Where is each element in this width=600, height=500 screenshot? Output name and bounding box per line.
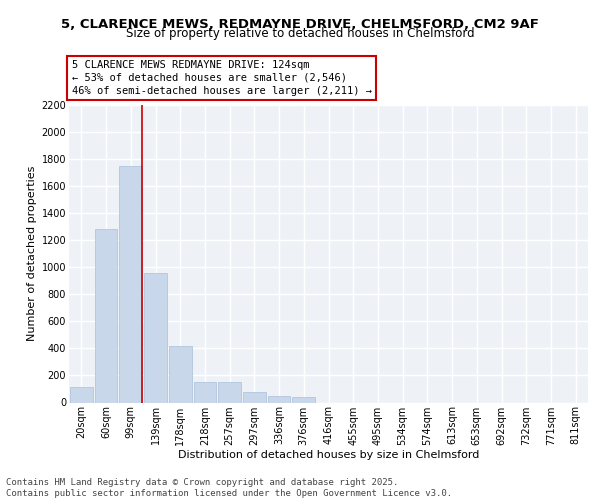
- Text: Size of property relative to detached houses in Chelmsford: Size of property relative to detached ho…: [125, 28, 475, 40]
- Bar: [292, 397, 315, 402]
- Bar: [243, 392, 266, 402]
- Text: 5 CLARENCE MEWS REDMAYNE DRIVE: 124sqm
← 53% of detached houses are smaller (2,5: 5 CLARENCE MEWS REDMAYNE DRIVE: 124sqm ←…: [71, 60, 371, 96]
- Bar: [194, 382, 216, 402]
- Bar: [144, 272, 167, 402]
- Bar: [95, 228, 118, 402]
- Bar: [268, 396, 290, 402]
- Bar: [70, 387, 93, 402]
- Bar: [119, 166, 142, 402]
- Text: Contains HM Land Registry data © Crown copyright and database right 2025.
Contai: Contains HM Land Registry data © Crown c…: [6, 478, 452, 498]
- Bar: [169, 346, 191, 403]
- X-axis label: Distribution of detached houses by size in Chelmsford: Distribution of detached houses by size …: [178, 450, 479, 460]
- Bar: [218, 382, 241, 402]
- Y-axis label: Number of detached properties: Number of detached properties: [28, 166, 37, 342]
- Text: 5, CLARENCE MEWS, REDMAYNE DRIVE, CHELMSFORD, CM2 9AF: 5, CLARENCE MEWS, REDMAYNE DRIVE, CHELMS…: [61, 18, 539, 30]
